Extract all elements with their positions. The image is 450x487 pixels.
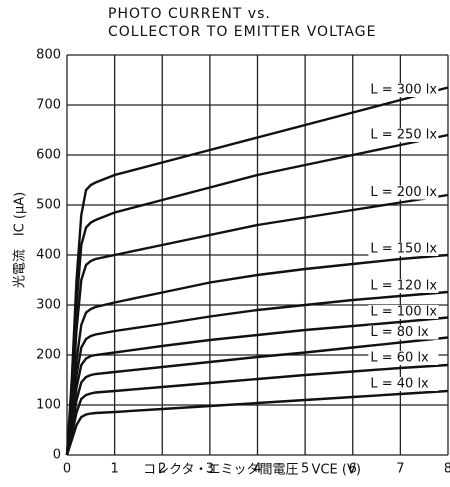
curve: [65, 86, 449, 456]
x-tick-label: 3: [206, 462, 214, 477]
y-tick-label: 800: [36, 48, 61, 63]
y-tick-label: 700: [36, 98, 61, 113]
y-tick-label: 100: [36, 398, 61, 413]
x-tick-label: 7: [396, 462, 404, 477]
series-label: L = 80 lx: [370, 325, 429, 340]
x-tick-label: 0: [63, 462, 71, 477]
series-label: L = 250 lx: [370, 128, 437, 143]
curve: [65, 253, 449, 456]
curve: [65, 133, 449, 456]
y-tick-label: 400: [36, 248, 61, 263]
chart-subtitle: COLLECTOR TO EMITTER VOLTAGE: [108, 24, 376, 40]
label-bg: [368, 242, 439, 256]
y-tick-label: 600: [36, 148, 61, 163]
curve: [65, 193, 449, 456]
series-label: L = 120 lx: [370, 279, 437, 294]
x-tick-label: 6: [349, 462, 357, 477]
y-tick-label: 300: [36, 298, 61, 313]
series-label: L = 100 lx: [370, 305, 437, 320]
curve: [65, 290, 449, 456]
x-tick-label: 5: [301, 462, 309, 477]
label-bg: [368, 279, 439, 293]
series-label: L = 150 lx: [370, 242, 437, 257]
label-bg: [368, 351, 439, 365]
chart-title: PHOTO CURRENT vs.: [108, 6, 271, 22]
label-bg: [368, 83, 439, 97]
label-bg: [368, 377, 439, 391]
series-label: L = 200 lx: [370, 185, 437, 200]
y-tick-label: 500: [36, 198, 61, 213]
y-tick-label: 0: [53, 448, 61, 463]
label-bg: [368, 185, 439, 200]
y-axis-label: 光電流 IC (μA): [13, 192, 28, 288]
series-label: L = 60 lx: [370, 351, 429, 366]
curve: [65, 316, 449, 456]
curve: [65, 389, 449, 456]
curve: [65, 363, 449, 456]
x-tick-label: 1: [110, 462, 118, 477]
x-tick-label: 2: [158, 462, 166, 477]
x-axis-label: コレクタ・エミッタ間電圧 VCE (V): [143, 463, 361, 478]
curve: [65, 336, 449, 456]
label-bg: [368, 128, 439, 142]
x-tick-label: 4: [253, 462, 261, 477]
series-label: L = 40 lx: [370, 377, 429, 392]
series-label: L = 300 lx: [370, 83, 437, 98]
label-bg: [368, 305, 439, 319]
x-tick-label: 8: [444, 462, 450, 477]
y-tick-label: 200: [36, 348, 61, 363]
label-bg: [368, 325, 439, 340]
